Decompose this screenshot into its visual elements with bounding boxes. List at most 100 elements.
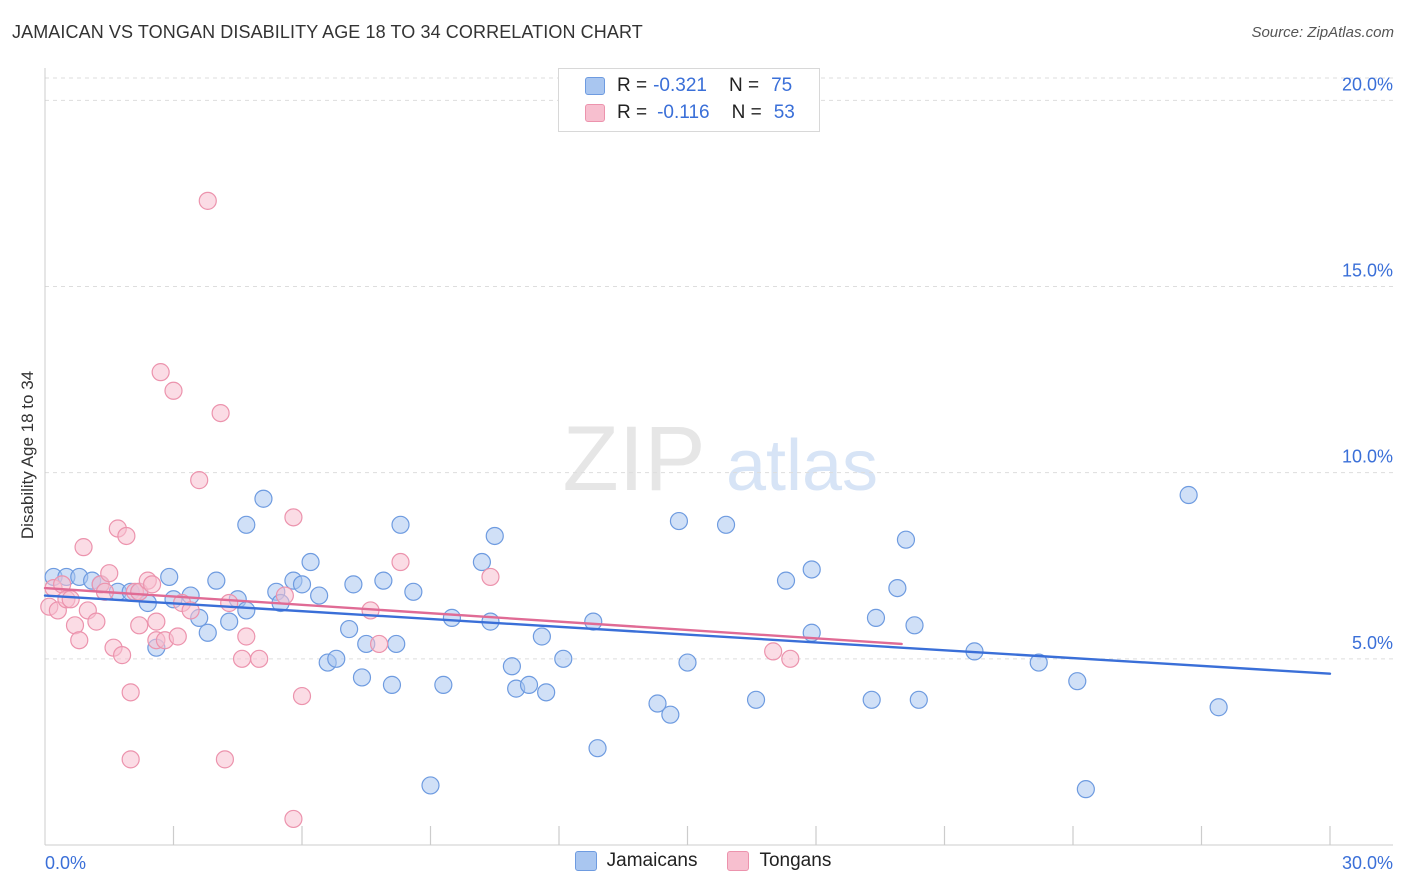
jamaican-point [532,627,551,646]
jamaican-point [648,694,667,713]
tongan-point [211,403,230,423]
axes [44,68,1393,846]
jamaican-point [716,515,736,534]
tongan-point [70,631,89,650]
jamaican-point [661,705,680,724]
jamaican-point [387,634,406,654]
r-label: R = [617,102,648,123]
jamaican-point [472,552,491,572]
jamaican-point [160,567,179,587]
jamaican-point [237,601,256,620]
jamaican-point [220,612,239,631]
tongans-trend-line [43,586,903,646]
jamaican-point [374,571,393,590]
y-tick-label: 5.0% [1352,633,1393,653]
jamaican-point [866,608,886,627]
tongan-point [284,508,303,527]
tongans-swatch [585,104,605,122]
tongan-point [781,649,800,668]
tick-labels: 5.0% 10.0% 15.0% 20.0% 0.0% 30.0% [45,74,1393,873]
tongan-point [168,627,187,646]
jamaicans-r-value: -0.321 [653,75,707,96]
jamaican-point [678,653,697,672]
jamaican-point [584,612,603,631]
jamaican-point [382,675,402,694]
tongan-point [74,538,93,557]
jamaican-point [1179,485,1198,505]
jamaicans-legend-swatch [574,851,597,871]
jamaican-point [198,623,217,642]
gridlines [45,77,1393,660]
tongan-point [112,646,132,665]
n-label: N = [728,75,760,96]
tongans-r-value: -0.116 [657,102,710,123]
chart-title: JAMAICAN VS TONGAN DISABILITY AGE 18 TO … [12,22,643,42]
jamaican-point [352,668,372,687]
tongan-point [87,612,106,631]
tongan-point [181,601,200,620]
jamaican-point [746,690,766,709]
y-tick-label: 10.0% [1342,447,1393,467]
tongan-point [100,564,119,583]
jamaican-point [327,649,346,668]
tongan-point [164,381,183,400]
tongan-point [284,809,303,829]
jamaican-point [909,690,928,709]
jamaican-point [802,560,821,579]
jamaicans-trend-line [43,594,1332,675]
watermark: ZIP atlas [562,408,878,510]
jamaican-point [442,608,462,627]
tongan-point [481,567,500,587]
jamaican-point [340,619,359,639]
jamaican-point [485,526,504,546]
x-tick-label: 0.0% [45,853,86,873]
r-label: R = [617,75,648,96]
tongan-point [61,590,80,609]
tongan-point [370,634,389,654]
watermark-atlas: atlas [726,426,878,506]
jamaican-point [434,675,453,694]
correlation-legend: R = -0.321 N = 75 R = -0.116 N = 53 [558,68,820,132]
n-label: N = [731,102,762,123]
jamaican-point [254,489,273,508]
tongans-legend-label: Tongans [759,850,832,871]
tongan-point [190,471,209,490]
jamaican-point [1209,698,1228,717]
jamaican-point [1076,780,1095,799]
tongan-point [237,627,256,646]
tongan-point [232,649,252,668]
jamaican-point [537,683,556,702]
tongan-point [151,363,170,382]
tongan-point [130,616,149,635]
jamaicans-legend-label: Jamaicans [606,850,698,871]
jamaican-point [207,571,226,590]
legend-item-tongans[interactable]: Tongans [727,850,831,872]
jamaican-point [1068,672,1087,691]
jamaican-point [502,657,521,676]
jamaican-point [310,586,329,605]
series-legend: Jamaicans Tongans [0,850,1406,872]
jamaican-point [905,616,924,635]
tongan-point [292,686,312,706]
tongan-point [147,612,166,631]
tongan-point [220,593,239,613]
source-label: Source: ZipAtlas.com [1251,24,1394,41]
tongan-point [391,552,410,572]
legend-row-tongans: R = -0.116 N = 53 [585,100,795,126]
tongan-point [215,750,234,769]
tongans-legend-swatch [727,851,750,871]
x-tick-label: 30.0% [1342,853,1393,873]
jamaican-point [237,515,256,534]
tongan-point [121,683,140,702]
legend-item-jamaicans[interactable]: Jamaicans [574,850,698,872]
tongan-point [764,642,783,661]
tongan-point [117,526,136,546]
legend-row-jamaicans: R = -0.321 N = 75 [585,73,792,99]
tongan-point [121,750,140,769]
jamaican-point [301,552,320,572]
y-tick-label: 20.0% [1342,74,1393,94]
tongan-point [275,586,294,605]
jamaican-point [588,739,607,758]
jamaicans-n-value: 75 [771,75,793,96]
jamaican-point [669,511,689,531]
